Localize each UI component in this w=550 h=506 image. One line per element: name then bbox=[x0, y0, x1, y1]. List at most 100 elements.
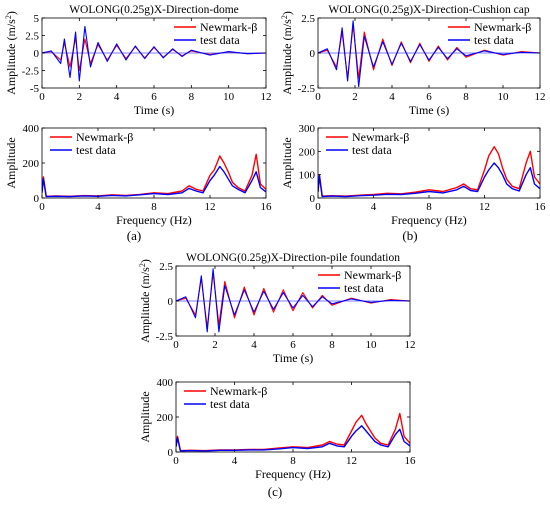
x-axis-label: Frequency (Hz) bbox=[255, 467, 331, 481]
legend-label: test data bbox=[474, 33, 514, 47]
y-tick-label: 5 bbox=[34, 13, 40, 25]
x-tick-label: 0 bbox=[173, 455, 179, 467]
y-tick-label: 0 bbox=[168, 447, 174, 459]
x-tick-label: 16 bbox=[261, 201, 273, 213]
x-tick-label: 6 bbox=[290, 339, 296, 351]
legend-label: test data bbox=[76, 143, 116, 157]
legend-label: test data bbox=[200, 33, 240, 47]
x-axis-label: Time (s) bbox=[273, 351, 314, 365]
series-line-test-data bbox=[176, 425, 410, 452]
y-tick-label: -5 bbox=[30, 83, 40, 95]
y-tick-label: 0 bbox=[34, 48, 40, 60]
x-tick-label: 4 bbox=[371, 201, 377, 213]
x-tick-label: 8 bbox=[151, 201, 157, 213]
y-tick-label: 300 bbox=[299, 123, 316, 135]
legend-label: test data bbox=[210, 397, 250, 411]
chart-a-time: 0 2 4 6 8 10 12 -5 -2.5 0 2.5 5 Time (s) Amplitude (m… bbox=[4, 4, 272, 117]
y-tick-label: 0 bbox=[310, 48, 316, 60]
x-tick-label: 10 bbox=[498, 91, 510, 103]
x-tick-label: 0 bbox=[39, 91, 45, 103]
x-tick-label: 8 bbox=[189, 91, 195, 103]
chart-title: WOLONG(0.25g)X-Direction-dome bbox=[69, 4, 239, 16]
x-tick-label: 16 bbox=[405, 455, 417, 467]
series-line-newmark bbox=[42, 153, 266, 198]
y-tick-label: 200 bbox=[23, 158, 40, 170]
series-line-test-data bbox=[176, 268, 410, 333]
x-tick-label: 8 bbox=[290, 455, 296, 467]
x-tick-label: 12 bbox=[479, 201, 490, 213]
x-tick-label: 2 bbox=[352, 91, 358, 103]
y-axis-label: Amplitude bbox=[280, 137, 294, 188]
x-tick-label: 12 bbox=[405, 339, 416, 351]
x-tick-label: 10 bbox=[366, 339, 378, 351]
legend-label: test data bbox=[344, 281, 384, 295]
chart-a-freq: 0 4 8 12 16 0 200 400 Frequency (Hz) Amplitude New… bbox=[4, 123, 272, 227]
legend-label: test data bbox=[352, 143, 392, 157]
legend-label: Newmark-β bbox=[344, 268, 401, 282]
panel-label-a: (a) bbox=[127, 228, 141, 243]
x-tick-label: 8 bbox=[329, 339, 335, 351]
x-tick-label: 6 bbox=[426, 91, 432, 103]
x-tick-label: 16 bbox=[535, 201, 547, 213]
y-tick-label: -2.5 bbox=[156, 331, 174, 343]
y-tick-label: -2.5 bbox=[22, 66, 40, 78]
y-tick-label: 200 bbox=[157, 412, 174, 424]
x-tick-label: 12 bbox=[346, 455, 357, 467]
x-tick-label: 10 bbox=[223, 91, 235, 103]
chart-b-freq: 0 4 8 12 16 0 100 200 300 Frequency (Hz) Amplitude… bbox=[280, 123, 546, 227]
y-tick-label: 200 bbox=[299, 146, 316, 158]
x-axis-label: Time (s) bbox=[409, 103, 450, 117]
series-line-test-data bbox=[42, 165, 266, 198]
series-line-test-data bbox=[318, 162, 540, 198]
chart-c-freq: 0 4 8 12 16 0 200 400 Frequency (Hz) Amplitude New… bbox=[138, 377, 416, 481]
x-tick-label: 4 bbox=[232, 455, 238, 467]
chart-title: WOLONG(0.25g)X-Direction-Cushion cap bbox=[328, 4, 529, 16]
series-line-test-data bbox=[318, 20, 540, 88]
y-tick-label: 2.5 bbox=[25, 31, 39, 43]
x-tick-label: 8 bbox=[463, 91, 469, 103]
series-line-test-data bbox=[42, 25, 266, 82]
chart-title: WOLONG(0.25g)X-Direction-pile foundation bbox=[186, 252, 400, 264]
y-tick-label: -2.5 bbox=[298, 83, 316, 95]
x-tick-label: 6 bbox=[151, 91, 157, 103]
y-axis-label: Amplitude (m/s2) bbox=[4, 11, 18, 95]
y-tick-label: 0 bbox=[310, 193, 316, 205]
x-tick-label: 0 bbox=[173, 339, 179, 351]
y-axis-label: Amplitude bbox=[4, 137, 18, 188]
y-tick-label: 2.5 bbox=[159, 261, 173, 273]
x-tick-label: 4 bbox=[95, 201, 101, 213]
y-axis-label: Amplitude bbox=[138, 391, 152, 442]
y-axis-label: Amplitude (m/s2) bbox=[280, 11, 294, 95]
x-tick-label: 0 bbox=[315, 201, 321, 213]
x-tick-label: 0 bbox=[315, 91, 321, 103]
y-tick-label: 100 bbox=[299, 170, 316, 182]
legend-label: Newmark-β bbox=[352, 130, 409, 144]
x-axis-label: Frequency (Hz) bbox=[391, 213, 467, 227]
x-axis-label: Frequency (Hz) bbox=[116, 213, 192, 227]
series-line-newmark bbox=[176, 412, 410, 452]
legend-label: Newmark-β bbox=[210, 384, 267, 398]
x-tick-label: 0 bbox=[39, 201, 45, 213]
y-tick-label: 400 bbox=[23, 123, 40, 135]
x-axis-label: Time (s) bbox=[134, 103, 175, 117]
y-tick-label: 0 bbox=[168, 296, 174, 308]
x-tick-label: 12 bbox=[205, 201, 216, 213]
x-tick-label: 12 bbox=[261, 91, 272, 103]
panel-label-c: (c) bbox=[268, 484, 282, 499]
x-tick-label: 8 bbox=[426, 201, 432, 213]
x-tick-label: 4 bbox=[389, 91, 395, 103]
x-tick-label: 4 bbox=[251, 339, 257, 351]
legend-label: Newmark-β bbox=[474, 20, 531, 34]
y-axis-label: Amplitude (m/s2) bbox=[138, 259, 152, 343]
x-tick-label: 2 bbox=[77, 91, 83, 103]
y-tick-label: 400 bbox=[157, 377, 174, 389]
